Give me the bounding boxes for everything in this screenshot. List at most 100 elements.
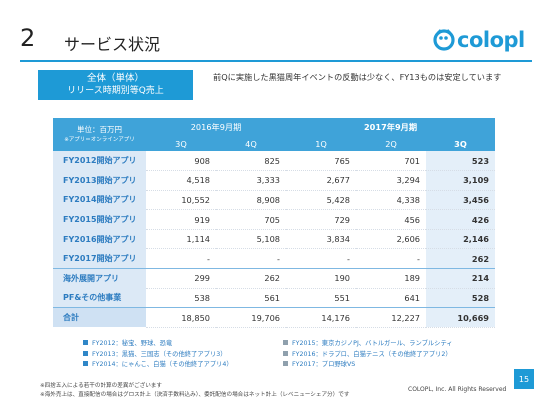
row-label: FY2014開始アプリ [53, 190, 146, 210]
table-cell: 551 [286, 288, 357, 309]
legend-text: FY2016：ドラプロ、白猫テニス（その他終了アプリ2） [292, 350, 452, 358]
table-row: FY2012開始アプリ 908 825 765 701 523 [53, 151, 496, 172]
table-cell: 10,669 [426, 307, 496, 328]
table-cell: - [216, 248, 287, 270]
table-cell: 3,294 [356, 170, 427, 191]
table-cell: 19,706 [216, 307, 287, 328]
table-cell: 8,908 [216, 190, 287, 211]
legend-item: FY2014：にゃんこ、白猫（その他終了アプリ4） [83, 360, 233, 371]
table-cell: 641 [356, 288, 427, 309]
table-row: FY2015開始アプリ 919 705 729 456 426 [53, 209, 496, 230]
table-cell: 5,428 [286, 190, 357, 211]
table-body: FY2012開始アプリ 908 825 765 701 523 FY2013開始アプリ 4,5… [53, 151, 496, 328]
table-cell: 919 [146, 209, 216, 230]
table-cell: 4,518 [146, 170, 216, 191]
footnotes: ※四捨五入による若干の計算の差異がございます ※海外売上は、直接配信の場合はグロ… [40, 382, 349, 399]
table-corner: 単位：百万円 ※アプリ＝オンラインアプリ [53, 118, 146, 151]
summary-text: 前Qに実施した黒猫周年イベントの反動は少なく、FY13ものは安定しています [213, 72, 502, 82]
table-cell: 190 [286, 268, 357, 289]
table-cell: - [356, 248, 427, 270]
table-cell: 701 [356, 151, 427, 172]
table-cell: 18,850 [146, 307, 216, 328]
title-divider [20, 60, 532, 62]
row-label: 合計 [53, 307, 146, 328]
table-row: FY2013開始アプリ 4,518 3,333 2,677 3,294 3,109 [53, 170, 496, 191]
table-cell: 2,146 [426, 229, 496, 250]
table-cell: 262 [426, 248, 496, 270]
logo-text: colopl [457, 28, 525, 52]
table-cell: 299 [146, 268, 216, 289]
legend-marker [283, 350, 288, 356]
revenue-table: 単位：百万円 ※アプリ＝オンラインアプリ 2016年9月期 2017年9月期 3… [53, 118, 496, 328]
legend-marker [283, 361, 288, 366]
table-row: PF&その他事業 538 561 551 641 528 [53, 288, 496, 309]
row-label: FY2016開始アプリ [53, 229, 146, 249]
table-cell: 765 [286, 151, 357, 172]
year-header-2017: 2017年9月期 [286, 118, 496, 136]
legend-item: FY2015：東京カジノPJ、バトルガール、ランブルシティ [283, 339, 453, 350]
table-cell: - [146, 248, 216, 270]
table-cell: 10,552 [146, 190, 216, 211]
table-header-years: 単位：百万円 ※アプリ＝オンラインアプリ 2016年9月期 2017年9月期 [53, 118, 496, 151]
colopl-logo-icon [432, 28, 456, 52]
row-label: FY2013開始アプリ [53, 170, 146, 191]
legend-text: FY2013：黒猫、三国志（その他終了アプリ3） [92, 350, 227, 358]
table-cell: 3,333 [216, 170, 287, 191]
table-row: FY2016開始アプリ 1,114 5,108 3,834 2,606 2,146 [53, 229, 496, 250]
badge-line-1: 全体（単体） [86, 73, 144, 84]
legend-marker [83, 361, 88, 366]
table-cell: 14,176 [286, 307, 357, 328]
page-title: サービス状況 [64, 35, 161, 54]
table-cell: 2,606 [356, 229, 427, 250]
quarter-header: 4Q [216, 136, 287, 151]
table-cell: 4,338 [356, 190, 427, 211]
legend-text: FY2017：プロ野球VS [292, 361, 356, 368]
table-cell: 3,109 [426, 170, 496, 191]
row-label: FY2015開始アプリ [53, 209, 146, 230]
legend-item: FY2013：黒猫、三国志（その他終了アプリ3） [83, 350, 227, 361]
legend-text: FY2014：にゃんこ、白猫（その他終了アプリ4） [92, 361, 233, 368]
table-cell: 1,114 [146, 229, 216, 250]
table-cell: 3,456 [426, 190, 496, 211]
table-cell: 908 [146, 151, 216, 172]
table-cell: 2,677 [286, 170, 357, 191]
row-label: PF&その他事業 [53, 288, 146, 308]
table-cell: 3,834 [286, 229, 357, 250]
row-label: FY2017開始アプリ [53, 248, 146, 269]
copyright: COLOPL, Inc. All Rights Reserved [408, 386, 507, 393]
table-cell: 825 [216, 151, 287, 172]
table-cell: 189 [356, 268, 427, 289]
table-cell: 528 [426, 288, 496, 309]
legend-item: FY2017：プロ野球VS [283, 360, 355, 371]
legend-item: FY2016：ドラプロ、白猫テニス（その他終了アプリ2） [283, 350, 452, 361]
legend-text: FY2015：東京カジノPJ、バトルガール、ランブルシティ [292, 340, 453, 347]
table-row: 海外展開アプリ 299 262 190 189 214 [53, 268, 496, 289]
section-number: 2 [20, 24, 36, 52]
quarter-header: 3Q [146, 136, 216, 151]
table-row: 合計 18,850 19,706 14,176 12,227 10,669 [53, 307, 496, 328]
year-header-2016: 2016年9月期 [146, 118, 287, 136]
table-cell: 214 [426, 268, 496, 289]
table-cell: 538 [146, 288, 216, 309]
colopl-logo: colopl [432, 27, 525, 53]
table-cell: 426 [426, 209, 496, 230]
quarter-header: 1Q [286, 136, 357, 151]
table-cell: 12,227 [356, 307, 427, 328]
row-label: 海外展開アプリ [53, 268, 146, 289]
table-row: FY2017開始アプリ - - - -262 [53, 248, 496, 270]
footnote: ※海外売上は、直接配信の場合はグロス計上（決済手数料込み）、委託配信の場合はネッ… [40, 391, 350, 398]
quarter-header: 3Q [426, 136, 496, 151]
legend-text: FY2012：秘宝、野球、恐竜 [92, 340, 173, 347]
legend-marker [83, 350, 88, 356]
row-label: FY2012開始アプリ [53, 151, 146, 171]
legend-marker [83, 340, 88, 345]
badge-line-2: リリース時期別等Q売上 [67, 86, 164, 96]
section-badge: 全体（単体） リリース時期別等Q売上 [38, 70, 193, 100]
table-cell: 729 [286, 209, 357, 230]
table-row: FY2014開始アプリ 10,552 8,908 5,428 4,338 3,456 [53, 190, 496, 211]
table-cell: 705 [216, 209, 287, 230]
table-cell: 561 [216, 288, 287, 309]
table-cell: 523 [426, 151, 496, 172]
table-cell: 5,108 [216, 229, 287, 250]
unit-note: ※アプリ＝オンラインアプリ [64, 137, 135, 143]
